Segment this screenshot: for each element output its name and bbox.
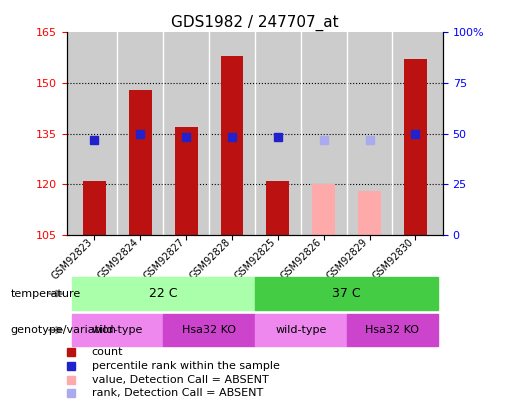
Bar bbox=[175, 127, 198, 235]
Bar bbox=[83, 181, 106, 235]
Bar bbox=[72, 277, 255, 310]
Text: GSM92828: GSM92828 bbox=[187, 237, 232, 281]
Bar bbox=[358, 191, 381, 235]
Title: GDS1982 / 247707_at: GDS1982 / 247707_at bbox=[171, 15, 339, 31]
Text: GSM92830: GSM92830 bbox=[371, 237, 416, 281]
Bar bbox=[129, 90, 152, 235]
Text: GSM92829: GSM92829 bbox=[325, 237, 370, 281]
Text: count: count bbox=[92, 347, 123, 357]
Text: GSM92826: GSM92826 bbox=[279, 237, 324, 281]
Text: wild-type: wild-type bbox=[275, 325, 327, 335]
Bar bbox=[163, 313, 255, 347]
Bar bbox=[347, 313, 438, 347]
Text: Hsa32 KO: Hsa32 KO bbox=[366, 325, 420, 335]
Text: value, Detection Call = ABSENT: value, Detection Call = ABSENT bbox=[92, 375, 268, 385]
Bar bbox=[255, 313, 347, 347]
Bar bbox=[255, 277, 438, 310]
Text: temperature: temperature bbox=[10, 289, 80, 298]
Text: genotype/variation: genotype/variation bbox=[10, 325, 116, 335]
Text: 22 C: 22 C bbox=[149, 287, 178, 300]
Text: rank, Detection Call = ABSENT: rank, Detection Call = ABSENT bbox=[92, 388, 263, 399]
Bar bbox=[404, 60, 427, 235]
Text: GSM92825: GSM92825 bbox=[233, 237, 278, 281]
Text: GSM92827: GSM92827 bbox=[142, 237, 186, 281]
Text: 37 C: 37 C bbox=[332, 287, 361, 300]
Bar bbox=[72, 313, 163, 347]
Text: GSM92824: GSM92824 bbox=[96, 237, 140, 281]
Text: percentile rank within the sample: percentile rank within the sample bbox=[92, 361, 280, 371]
Text: GSM92823: GSM92823 bbox=[50, 237, 94, 281]
Bar bbox=[266, 181, 289, 235]
Text: Hsa32 KO: Hsa32 KO bbox=[182, 325, 236, 335]
Bar bbox=[220, 56, 244, 235]
Bar bbox=[312, 184, 335, 235]
Text: wild-type: wild-type bbox=[92, 325, 143, 335]
